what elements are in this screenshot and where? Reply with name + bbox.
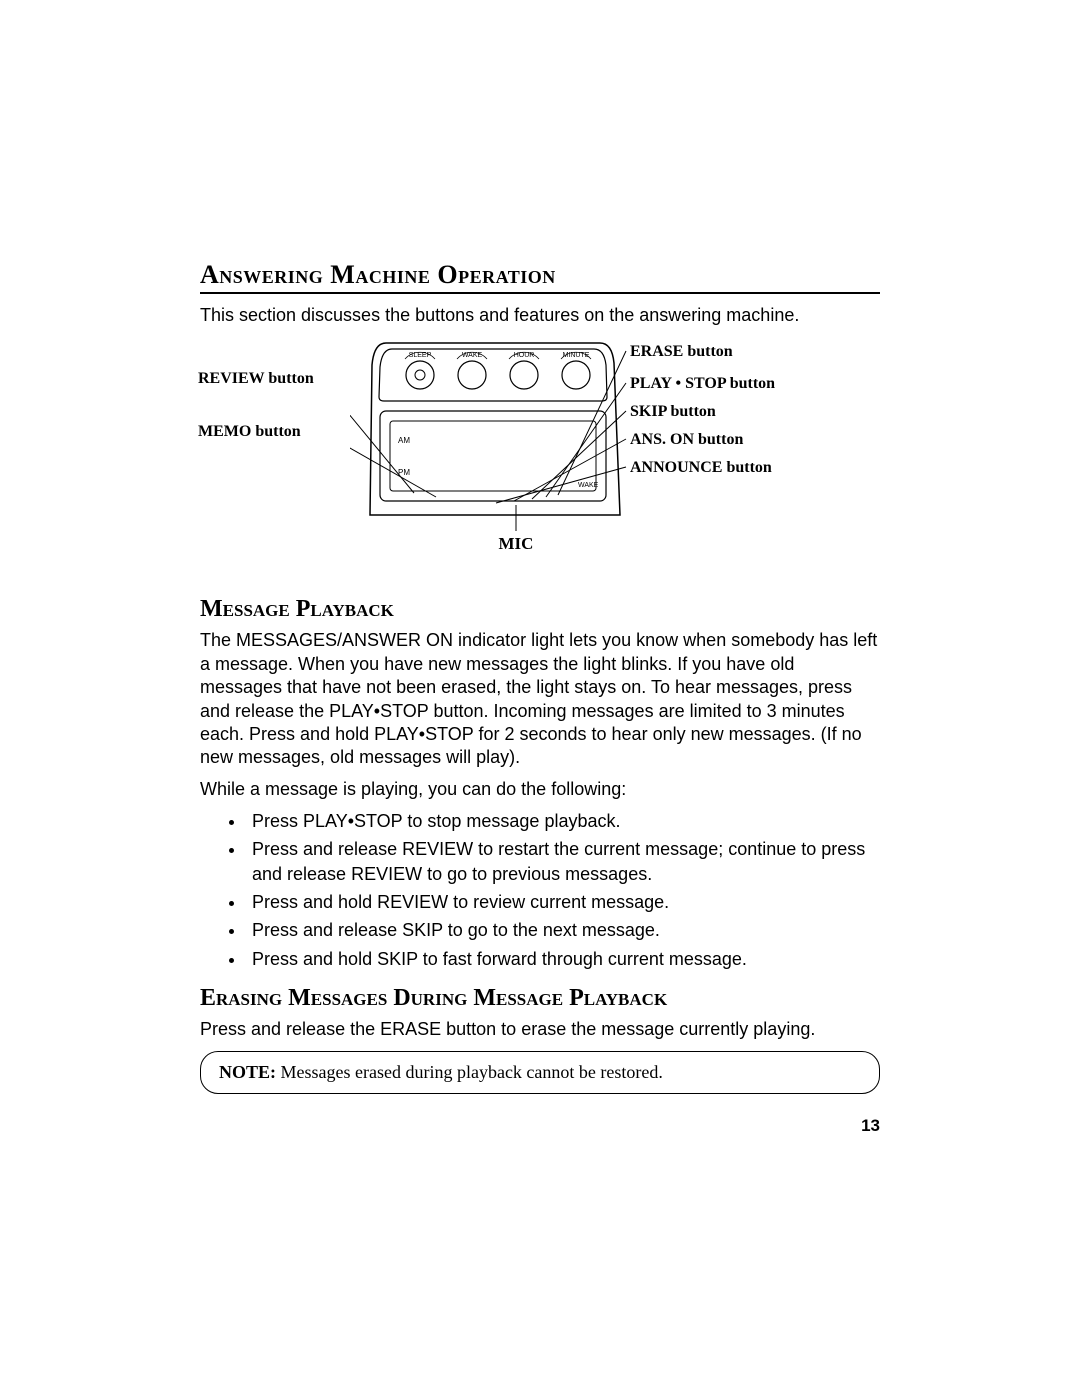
label-mic: MIC bbox=[499, 534, 534, 553]
note-box: NOTE: Messages erased during playback ca… bbox=[200, 1051, 880, 1094]
device-illustration: SLEEP WAKE HOUR MINUTE AM PM WAKE MIC bbox=[350, 335, 770, 565]
bullet-item: Press and hold REVIEW to review current … bbox=[246, 890, 880, 914]
bullet-item: Press and hold SKIP to fast forward thro… bbox=[246, 947, 880, 971]
playback-bullets: Press PLAY•STOP to stop message playback… bbox=[200, 809, 880, 971]
btn-label-wake: WAKE bbox=[462, 352, 483, 359]
ind-wake: WAKE bbox=[578, 482, 599, 489]
btn-label-minute: MINUTE bbox=[563, 352, 590, 359]
note-text: Messages erased during playback cannot b… bbox=[281, 1062, 663, 1082]
page-title: Answering Machine Operation bbox=[200, 260, 880, 294]
bullet-item: Press PLAY•STOP to stop message playback… bbox=[246, 809, 880, 833]
label-memo: MEMO button bbox=[198, 423, 301, 441]
bullet-item: Press and release REVIEW to restart the … bbox=[246, 837, 880, 886]
device-diagram: REVIEW button MEMO button ERASE button P… bbox=[200, 335, 880, 590]
ind-am: AM bbox=[398, 436, 410, 445]
bullet-item: Press and release SKIP to go to the next… bbox=[246, 918, 880, 942]
page-number: 13 bbox=[200, 1116, 880, 1136]
btn-label-hour: HOUR bbox=[514, 352, 535, 359]
manual-page: Answering Machine Operation This section… bbox=[0, 0, 1080, 1397]
erasing-para: Press and release the ERASE button to er… bbox=[200, 1018, 880, 1041]
btn-label-sleep: SLEEP bbox=[409, 352, 432, 359]
playback-para1: The MESSAGES/ANSWER ON indicator light l… bbox=[200, 629, 880, 769]
intro-text: This section discusses the buttons and f… bbox=[200, 304, 880, 327]
subhead-erasing: Erasing Messages During Message Playback bbox=[200, 985, 880, 1012]
label-review: REVIEW button bbox=[198, 370, 314, 388]
subhead-playback: Message Playback bbox=[200, 596, 880, 623]
note-label: NOTE: bbox=[219, 1062, 281, 1082]
playback-para2: While a message is playing, you can do t… bbox=[200, 778, 880, 801]
